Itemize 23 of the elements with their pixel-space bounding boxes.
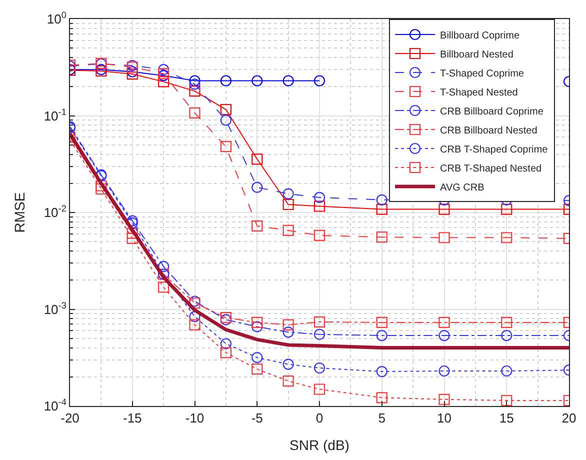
x-tick-label: -15 <box>122 410 142 426</box>
legend-label: CRB T-Shaped Nested <box>440 163 542 174</box>
x-tick-label: 0 <box>316 410 324 426</box>
x-tick-label: 10 <box>437 410 452 426</box>
legend-label: CRB T-Shaped Coprime <box>440 144 548 156</box>
y-tick-label: 10$^{-2}$ <box>44 204 66 220</box>
x-axis-title: SNR (dB) <box>290 436 350 453</box>
legend-label: T-Shaped Nested <box>440 87 518 98</box>
legend-label: T-Shaped Coprime <box>440 68 524 80</box>
y-axis-title: RMSE <box>11 192 28 233</box>
legend-label: CRB Billboard Nested <box>440 125 538 136</box>
x-tick-label: 5 <box>378 410 386 426</box>
y-tick-label: 10$^{-1}$ <box>44 106 66 124</box>
legend-label: Billboard Nested <box>440 49 514 60</box>
legend-label: CRB Billboard Coprime <box>440 106 544 118</box>
y-tick-label: 10$^{-3}$ <box>44 300 66 317</box>
x-tick-label: -10 <box>185 410 204 426</box>
y-tick-label: 10$^{0}$ <box>46 10 66 27</box>
legend-label: Billboard Coprime <box>440 30 520 42</box>
x-tick-label: -5 <box>251 410 263 426</box>
x-tick-label: 20 <box>562 410 576 426</box>
legend-label: AVG CRB <box>440 182 485 194</box>
x-tick-label: 15 <box>499 410 514 426</box>
